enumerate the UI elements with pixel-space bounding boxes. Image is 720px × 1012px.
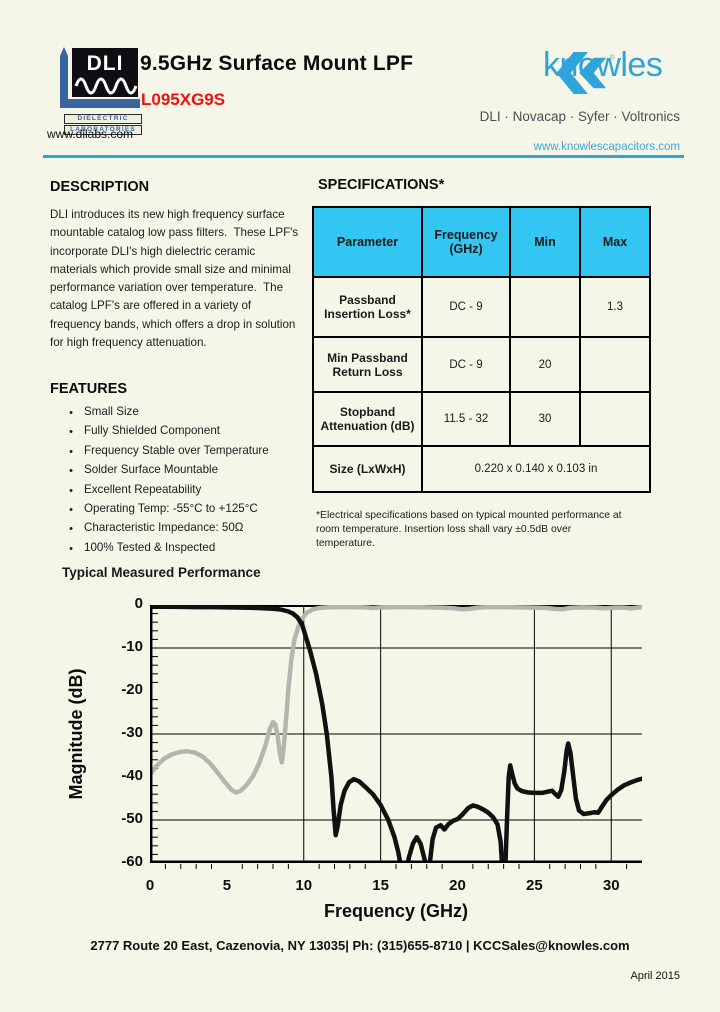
spec-parameter: Stopband Attenuation (dB) bbox=[312, 391, 423, 447]
spec-parameter: Passband Insertion Loss* bbox=[312, 276, 423, 338]
spec-row: Passband Insertion Loss* DC - 9 1.3 bbox=[312, 276, 651, 338]
knowles-url[interactable]: www.knowlescapacitors.com bbox=[533, 141, 680, 153]
feature-text: Solder Surface Mountable bbox=[84, 463, 219, 477]
series-insertion-loss-s21- bbox=[150, 605, 642, 863]
knowles-wordmark: knowles bbox=[543, 46, 663, 84]
x-tick-label: 5 bbox=[222, 877, 232, 894]
features-list: • Small Size • Fully Shielded Component • Fre… bbox=[58, 405, 308, 560]
bullet-icon: • bbox=[69, 465, 73, 478]
spec-row: Stopband Attenuation (dB) 11.5 - 32 30 bbox=[312, 391, 651, 447]
chart-title: Typical Measured Performance bbox=[62, 565, 261, 580]
series-return-loss-s11- bbox=[150, 605, 642, 795]
y-tick-label: -60 bbox=[121, 853, 143, 870]
x-tick-label: 10 bbox=[295, 877, 313, 894]
part-number: L095XG9S bbox=[141, 90, 226, 109]
footer-date: April 2015 bbox=[630, 970, 680, 982]
spec-column-header: Frequency (GHz) bbox=[421, 206, 511, 278]
performance-chart bbox=[150, 605, 642, 869]
bullet-icon: • bbox=[69, 407, 73, 419]
y-tick-label: -30 bbox=[121, 724, 143, 741]
feature-text: Operating Temp: -55°C to +125°C bbox=[84, 501, 258, 515]
spec-frequency: DC - 9 bbox=[421, 336, 511, 393]
brands-line: DLI · Novacap · Syfer · Voltronics bbox=[479, 109, 680, 124]
feature-item: • Operating Temp: -55°C to +125°C bbox=[58, 502, 308, 521]
feature-text: Excellent Repeatability bbox=[84, 482, 202, 496]
dli-logo-laboratories: LABORATORIES bbox=[64, 125, 142, 135]
spec-parameter: Size (LxWxH) bbox=[312, 445, 423, 493]
feature-item: • Small Size bbox=[58, 405, 308, 424]
svg-text:DLI: DLI bbox=[87, 52, 124, 75]
x-tick-label: 15 bbox=[372, 877, 389, 894]
bullet-icon: • bbox=[69, 503, 73, 516]
spec-column-header: Max bbox=[579, 206, 651, 278]
feature-item: • 100% Tested & Inspected bbox=[58, 541, 308, 560]
spec-min: 30 bbox=[509, 391, 581, 447]
dli-logo-graphic: DLI bbox=[60, 47, 140, 108]
spec-footnote: *Electrical specifications based on typi… bbox=[316, 510, 622, 549]
registered-mark: ® bbox=[610, 54, 615, 62]
spec-row: Size (LxWxH) 0.220 x 0.140 x 0.103 in bbox=[312, 445, 651, 493]
header-divider bbox=[43, 155, 684, 158]
spec-min bbox=[509, 276, 581, 338]
features-heading: FEATURES bbox=[50, 381, 128, 397]
dli-logo: DLI DIELECTRIC LABORATORIES bbox=[50, 42, 142, 135]
feature-item: • Solder Surface Mountable bbox=[58, 463, 308, 482]
dilabs-url[interactable]: www.dilabs.com bbox=[47, 127, 134, 141]
spec-row: Min Passband Return Loss DC - 9 20 bbox=[312, 336, 651, 393]
y-axis-title: Magnitude (dB) bbox=[66, 668, 86, 800]
knowles-logo-icon: ® bbox=[556, 52, 615, 94]
feature-text: Fully Shielded Component bbox=[84, 424, 220, 438]
spec-column-header: Min bbox=[509, 206, 581, 278]
bullet-icon: • bbox=[69, 426, 73, 439]
x-axis-title: Frequency (GHz) bbox=[323, 901, 469, 921]
footer-address: 2777 Route 20 East, Cazenovia, NY 13035|… bbox=[90, 938, 630, 953]
x-tick-label: 30 bbox=[602, 877, 620, 894]
x-tick-label: 25 bbox=[526, 877, 543, 894]
specifications-heading: SPECIFICATIONS* bbox=[318, 177, 445, 193]
x-tick-label: 20 bbox=[449, 877, 466, 894]
bullet-icon: • bbox=[69, 484, 73, 497]
spec-frequency: 11.5 - 32 bbox=[421, 391, 511, 447]
spec-table-body: Passband Insertion Loss* DC - 9 1.3 Min Pas… bbox=[312, 276, 651, 493]
feature-text: Frequency Stable over Temperature bbox=[84, 443, 269, 457]
bullet-icon: • bbox=[69, 523, 73, 536]
feature-text: 100% Tested & Inspected bbox=[84, 540, 216, 554]
spec-max bbox=[579, 391, 651, 447]
y-tick-label: 0 bbox=[134, 595, 143, 612]
spec-column-header: Parameter bbox=[312, 206, 423, 278]
y-tick-label: -20 bbox=[121, 681, 143, 698]
spec-frequency: DC - 9 bbox=[421, 276, 511, 338]
y-tick-label: -40 bbox=[121, 767, 143, 784]
y-tick-label: -10 bbox=[121, 638, 143, 655]
bullet-icon: • bbox=[69, 542, 73, 555]
specifications-table: Parameter Frequency (GHz) Min Max Passband … bbox=[312, 206, 651, 493]
spec-max bbox=[579, 336, 651, 393]
spec-max: 1.3 bbox=[579, 276, 651, 338]
dli-logo-dielectric: DIELECTRIC bbox=[64, 114, 142, 124]
page-title: 9.5GHz Surface Mount LPF bbox=[140, 52, 414, 75]
description-body: DLI introduces its new high frequency su… bbox=[50, 208, 302, 350]
bullet-icon: • bbox=[69, 445, 73, 458]
feature-item: • Fully Shielded Component bbox=[58, 424, 308, 443]
feature-item: • Excellent Repeatability bbox=[58, 483, 308, 502]
feature-item: • Frequency Stable over Temperature bbox=[58, 444, 308, 463]
feature-text: Small Size bbox=[84, 405, 139, 418]
spec-min: 20 bbox=[509, 336, 581, 393]
feature-item: • Characteristic Impedance: 50Ω bbox=[58, 521, 308, 540]
spec-parameter: Min Passband Return Loss bbox=[312, 336, 423, 393]
y-tick-label: -50 bbox=[121, 810, 143, 827]
feature-text: Characteristic Impedance: 50Ω bbox=[84, 521, 244, 535]
spec-header-row: Parameter Frequency (GHz) Min Max bbox=[312, 206, 651, 278]
spec-span-value: 0.220 x 0.140 x 0.103 in bbox=[421, 445, 651, 493]
description-heading: DESCRIPTION bbox=[50, 179, 150, 195]
x-tick-label: 0 bbox=[145, 877, 155, 894]
